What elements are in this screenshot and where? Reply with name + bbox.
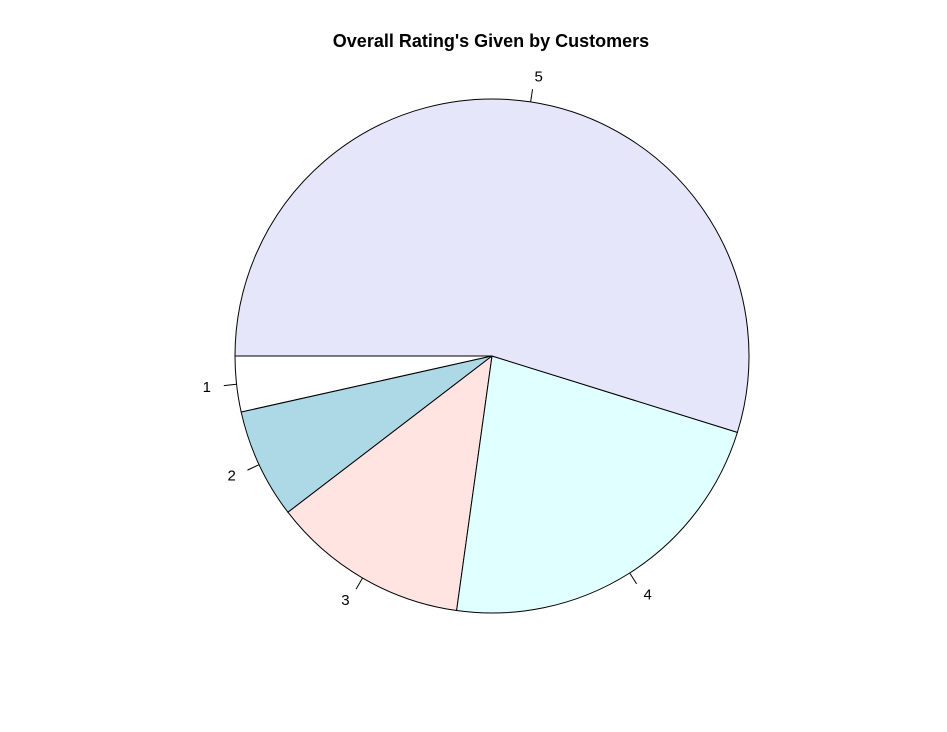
label-ticks [223, 89, 638, 590]
slice-label-3: 3 [341, 592, 349, 609]
pie-slice-5 [234, 98, 750, 433]
slice-label-4: 4 [643, 587, 651, 604]
pie-slices [234, 98, 750, 614]
label-tick-5 [530, 89, 534, 102]
pie-slice-2 [240, 355, 493, 513]
slice-label-2: 2 [227, 468, 235, 485]
slice-label-5: 5 [534, 69, 542, 86]
label-tick-4 [629, 572, 638, 585]
slice-label-1: 1 [203, 379, 211, 396]
slice-labels: 1 2 3 4 5 [203, 69, 652, 610]
pie-slice-3 [287, 354, 493, 612]
chart-title: Overall Rating's Given by Customers [333, 31, 649, 51]
label-tick-1 [223, 383, 237, 387]
label-tick-3 [355, 577, 364, 590]
label-tick-2 [247, 464, 260, 471]
